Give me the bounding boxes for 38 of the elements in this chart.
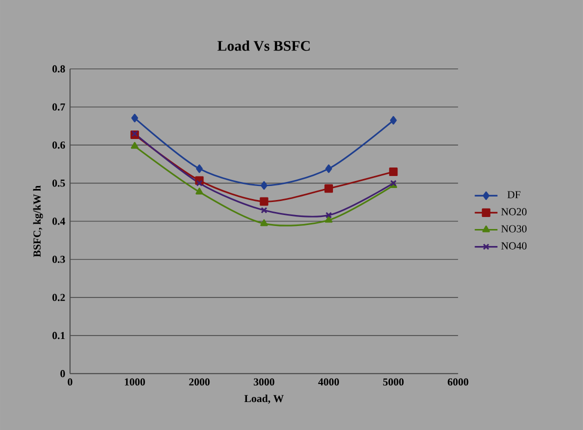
y-tick-label: 0.6 <box>52 141 66 148</box>
point <box>260 197 268 206</box>
x-axis-title: Load, W <box>244 394 284 404</box>
y-tick-label: 0.4 <box>52 217 66 225</box>
point <box>196 187 204 194</box>
x-tick-label: 4000 <box>318 378 339 386</box>
point <box>325 164 332 173</box>
x-tick-label: 6000 <box>448 378 468 386</box>
point <box>324 216 333 222</box>
point <box>260 181 268 190</box>
legend-label: NO20 <box>501 208 527 216</box>
point <box>389 167 398 176</box>
point <box>196 180 203 186</box>
x-tick-label: 0 <box>68 378 72 386</box>
x-tick-label: 2000 <box>189 378 210 386</box>
y-tick-label: 0.8 <box>52 65 65 72</box>
point <box>390 116 397 124</box>
y-tick-label: 0.2 <box>52 294 65 301</box>
y-tick-label: 0.3 <box>52 256 65 263</box>
x-tick-label: 1000 <box>124 378 145 386</box>
legend-label: DF <box>507 191 520 198</box>
y-axis-title: BSFC, kg/kW h <box>33 185 43 257</box>
point <box>130 142 139 149</box>
chart-title: Load Vs BSFC <box>218 40 310 51</box>
point <box>260 219 268 226</box>
y-tick-label: 0.5 <box>52 179 65 187</box>
point <box>196 164 203 173</box>
point <box>260 206 268 214</box>
y-tick-label: 0.7 <box>52 103 66 110</box>
legend-label: NO40 <box>501 242 527 250</box>
x-tick-label: 5000 <box>383 378 404 386</box>
y-tick-label: 0.1 <box>52 332 65 339</box>
x-tick-label: 3000 <box>254 378 274 386</box>
point <box>131 114 138 122</box>
legend-label: NO30 <box>501 225 527 232</box>
point <box>324 184 333 193</box>
point <box>325 212 332 218</box>
y-tick-label: 0 <box>60 370 65 378</box>
